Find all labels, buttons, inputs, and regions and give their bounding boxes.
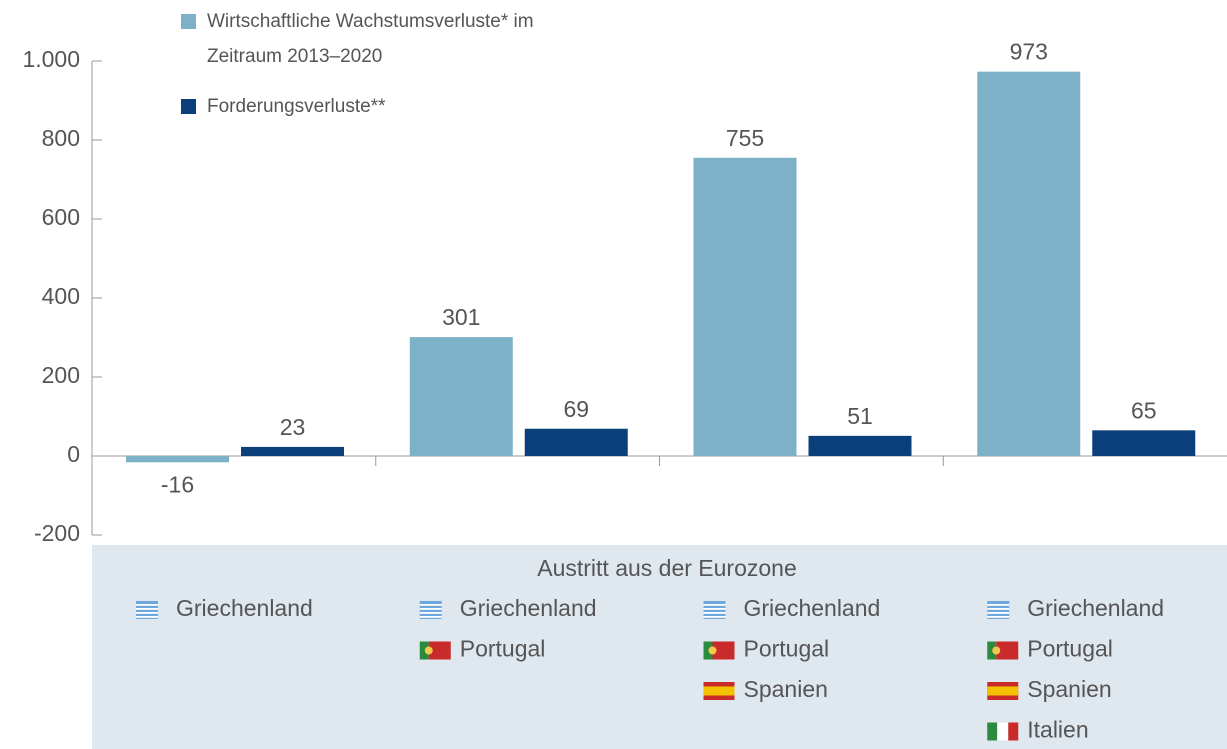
flag — [703, 616, 726, 618]
value-label: 755 — [726, 125, 764, 151]
value-label: 65 — [1131, 397, 1157, 423]
y-tick-label: -200 — [34, 520, 80, 546]
flag — [419, 608, 442, 610]
category-label: Italien — [1027, 717, 1088, 743]
bar — [126, 456, 229, 463]
flag — [997, 722, 1009, 741]
category-panel — [92, 545, 1227, 749]
flag — [987, 608, 1010, 610]
category-label: Portugal — [460, 636, 546, 662]
category-label: Griechenland — [176, 595, 313, 621]
category-label: Griechenland — [1027, 595, 1164, 621]
flag — [992, 646, 1001, 655]
flag — [136, 604, 158, 606]
legend: Wirtschaftliche Wachstumsverluste* im Ze… — [181, 11, 534, 117]
flag — [703, 686, 735, 696]
flag — [987, 722, 998, 741]
category-label: Portugal — [744, 636, 830, 662]
flag — [987, 616, 1010, 618]
flag — [712, 641, 735, 660]
category-group: Griechenland Portugal — [419, 595, 597, 662]
flag — [708, 646, 717, 655]
flag — [996, 641, 1019, 660]
bar — [977, 71, 1081, 456]
category-group: Griechenland Portugal Spanien — [703, 595, 881, 702]
flag — [703, 612, 726, 614]
flag — [136, 608, 158, 610]
y-tick-label: 600 — [42, 204, 80, 230]
value-label: 973 — [1010, 39, 1048, 65]
legend-item: Wirtschaftliche Wachstumsverluste* im Ze… — [207, 11, 534, 67]
category-label: Griechenland — [460, 595, 597, 621]
flag — [136, 612, 158, 614]
value-label: 51 — [847, 403, 873, 429]
flag — [703, 608, 726, 610]
category-label: Portugal — [1027, 636, 1113, 662]
legend-swatch — [181, 14, 196, 29]
y-tick-label: 800 — [42, 125, 80, 151]
value-label: 69 — [563, 396, 589, 422]
bar — [1092, 430, 1196, 456]
category-label: Spanien — [744, 676, 828, 702]
flag — [419, 604, 442, 606]
flag — [987, 686, 1019, 696]
bar — [693, 157, 797, 456]
y-tick-label: 1.000 — [22, 46, 80, 72]
x-axis-label: Austritt aus der Eurozone — [537, 555, 797, 581]
flag — [703, 604, 726, 606]
flag — [987, 641, 997, 660]
flag — [987, 612, 1010, 614]
flag — [424, 646, 433, 655]
flag — [136, 616, 158, 618]
y-tick-label: 0 — [67, 441, 80, 467]
bar — [409, 337, 513, 456]
flag — [428, 641, 451, 660]
flag — [419, 616, 442, 618]
bar — [808, 435, 912, 456]
flag — [1008, 722, 1019, 741]
y-tick-label: 200 — [42, 362, 80, 388]
flag — [419, 612, 442, 614]
value-label: 23 — [280, 414, 306, 440]
flag — [419, 641, 429, 660]
y-tick-label: 400 — [42, 283, 80, 309]
value-label: 301 — [442, 304, 480, 330]
legend-swatch — [181, 99, 196, 114]
flag — [987, 604, 1010, 606]
bar — [524, 428, 628, 456]
category-group: Griechenland Portugal Spanien Italien — [987, 595, 1164, 743]
legend-item: Forderungsverluste** — [207, 96, 386, 117]
value-label: -16 — [161, 471, 194, 497]
legend-label: Wirtschaftliche Wachstumsverluste* im Ze… — [207, 11, 534, 67]
category-label: Griechenland — [744, 595, 881, 621]
legend-label: Forderungsverluste** — [207, 96, 386, 117]
category-label: Spanien — [1027, 676, 1111, 702]
bar — [241, 446, 344, 456]
category-group: Griechenland — [136, 595, 313, 621]
flag — [703, 641, 713, 660]
